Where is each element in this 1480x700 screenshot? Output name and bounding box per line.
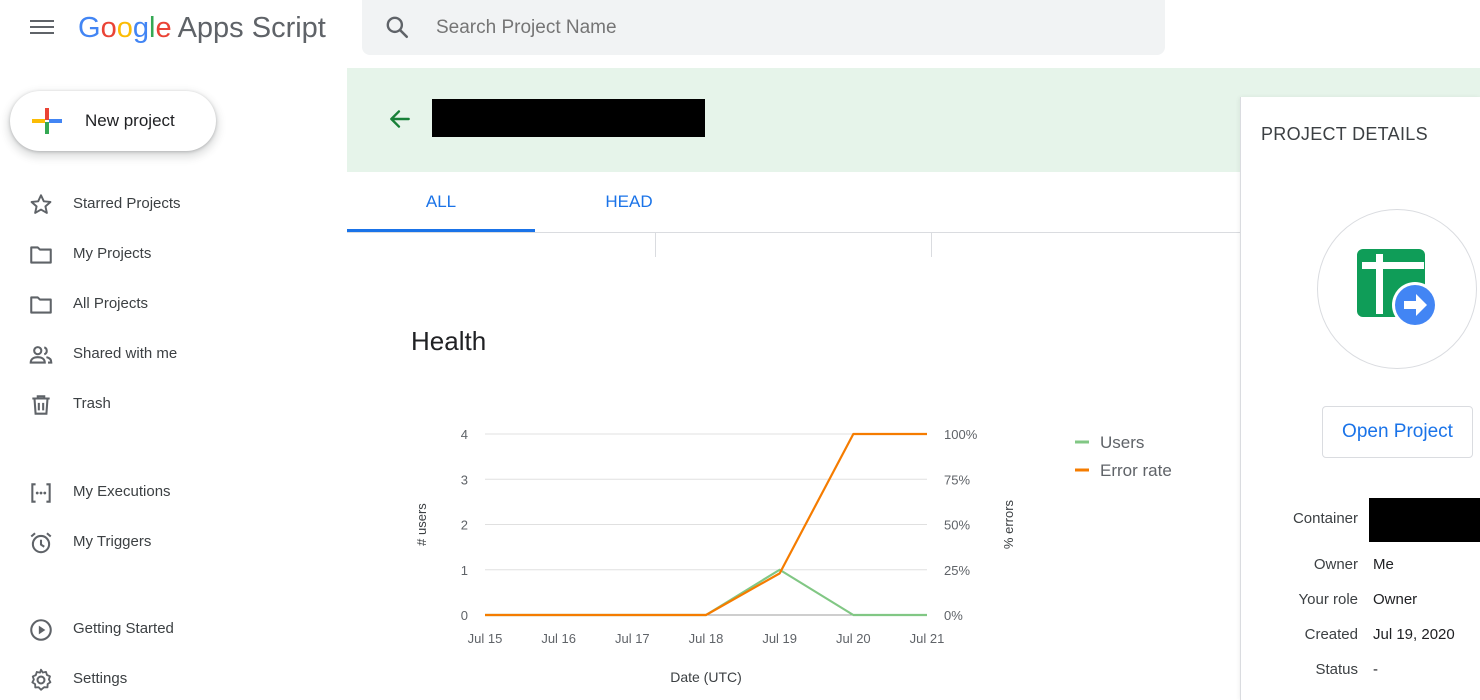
detail-label-role: Your role: [1298, 591, 1359, 608]
series-line-users: [485, 568, 927, 617]
series-line-error-rate: [485, 432, 927, 617]
logo-letter: l: [148, 12, 156, 44]
sidebar-item-label: Trash: [73, 395, 111, 412]
left-tick-label: 1: [461, 563, 468, 578]
hamburger-line: [30, 32, 54, 34]
detail-label-created: Created: [1304, 626, 1358, 643]
x-tick-label: Jul 19: [762, 631, 797, 646]
logo-letter: o: [100, 12, 117, 44]
right-tick-label: 0%: [944, 608, 963, 623]
left-axis-label: # users: [414, 503, 429, 546]
health-title: Health: [411, 326, 487, 356]
search-bar: [362, 0, 1165, 55]
open-project-button[interactable]: Open Project: [1322, 406, 1473, 458]
people-icon: [29, 346, 53, 364]
x-tick-label: Jul 17: [615, 631, 650, 646]
detail-label-owner: Owner: [1313, 556, 1358, 573]
panel-title: PROJECT DETAILS: [1261, 124, 1428, 144]
tab-bar: ALL HEAD: [347, 172, 1240, 233]
detail-value-owner: Me: [1373, 556, 1394, 573]
app-logo[interactable]: Google Apps Script: [78, 10, 326, 46]
folder-icon: [30, 246, 52, 264]
x-tick-label: Jul 21: [910, 631, 945, 646]
hamburger-line: [30, 20, 54, 22]
detail-value-status: -: [1373, 661, 1378, 678]
left-tick-label: 2: [461, 518, 468, 533]
new-project-button[interactable]: New project: [10, 91, 216, 151]
right-axis-label: % errors: [1001, 499, 1016, 549]
logo-letter: o: [116, 12, 133, 44]
main-menu-button[interactable]: [30, 17, 54, 37]
sidebar-item-label: Getting Started: [73, 620, 174, 637]
search-icon[interactable]: [384, 14, 410, 40]
legend-label: Error rate: [1100, 461, 1172, 480]
health-chart: 0 0% 1 25% 2 50% 3 75% 4 100% Jul 15 Jul 16 Jul 17 Ju…: [414, 427, 1172, 685]
sheets-script-icon: [1357, 249, 1438, 328]
sidebar-item-label: Settings: [73, 670, 128, 687]
container-name-redacted[interactable]: [1369, 498, 1480, 542]
x-tick-label: Jul 18: [689, 631, 724, 646]
sidebar-item-starred-projects[interactable]: Starred Projects: [28, 188, 328, 220]
divider: [931, 233, 932, 257]
sidebar-item-all-projects[interactable]: All Projects: [28, 288, 328, 320]
executions-icon: [31, 483, 51, 503]
hamburger-line: [30, 26, 54, 28]
sidebar-item-settings[interactable]: Settings: [28, 663, 328, 695]
right-tick-label: 50%: [944, 518, 970, 533]
sidebar-item-my-executions[interactable]: My Executions: [28, 476, 328, 508]
logo-letter: G: [78, 12, 101, 44]
left-tick-label: 4: [461, 427, 468, 442]
sidebar-item-getting-started[interactable]: Getting Started: [28, 613, 328, 645]
right-tick-label: 75%: [944, 472, 970, 487]
logo-letter: e: [155, 12, 172, 44]
right-tick-label: 100%: [944, 427, 978, 442]
logo-letter: g: [132, 12, 149, 44]
sidebar-item-shared-with-me[interactable]: Shared with me: [28, 338, 328, 370]
project-details-panel: PROJECT DETAILS Open Project Container O…: [1240, 97, 1480, 700]
sidebar-item-label: My Projects: [73, 245, 152, 262]
x-tick-label: Jul 15: [468, 631, 503, 646]
trash-icon: [32, 395, 50, 415]
search-input[interactable]: [434, 14, 1138, 42]
sidebar-item-label: My Triggers: [73, 533, 152, 550]
detail-label-status: Status: [1315, 661, 1358, 678]
play-circle-icon: [30, 619, 52, 641]
folder-icon: [30, 296, 52, 314]
tab-all[interactable]: ALL: [347, 172, 535, 232]
new-project-label: New project: [85, 111, 175, 130]
tab-head[interactable]: HEAD: [605, 192, 653, 211]
star-icon: [30, 194, 52, 214]
detail-value-created: Jul 19, 2020: [1373, 626, 1455, 643]
plus-icon: [32, 108, 62, 134]
back-arrow-icon[interactable]: [387, 106, 413, 132]
sidebar-item-label: Shared with me: [73, 345, 178, 362]
x-axis-label: Date (UTC): [670, 669, 742, 685]
detail-value-role: Owner: [1373, 591, 1418, 608]
left-tick-label: 0: [461, 608, 468, 623]
logo-product-name: Apps Script: [177, 12, 326, 44]
sidebar-item-my-triggers[interactable]: My Triggers: [28, 526, 328, 558]
gear-icon: [31, 668, 52, 691]
right-tick-label: 25%: [944, 563, 970, 578]
project-name-redacted: [432, 99, 705, 137]
left-tick-label: 3: [461, 472, 468, 487]
x-tick-label: Jul 20: [836, 631, 871, 646]
sidebar-item-label: All Projects: [73, 295, 149, 312]
x-tick-label: Jul 16: [541, 631, 576, 646]
alarm-icon: [30, 532, 52, 554]
divider: [655, 233, 656, 257]
legend-label: Users: [1100, 433, 1144, 452]
project-icon-container: [1317, 209, 1477, 369]
project-header: [347, 68, 1480, 172]
sidebar-item-label: My Executions: [73, 483, 171, 500]
sidebar-item-trash[interactable]: Trash: [28, 388, 328, 420]
sidebar-item-label: Starred Projects: [73, 195, 181, 212]
detail-label-container: Container: [1292, 510, 1358, 527]
sidebar-item-my-projects[interactable]: My Projects: [28, 238, 328, 270]
